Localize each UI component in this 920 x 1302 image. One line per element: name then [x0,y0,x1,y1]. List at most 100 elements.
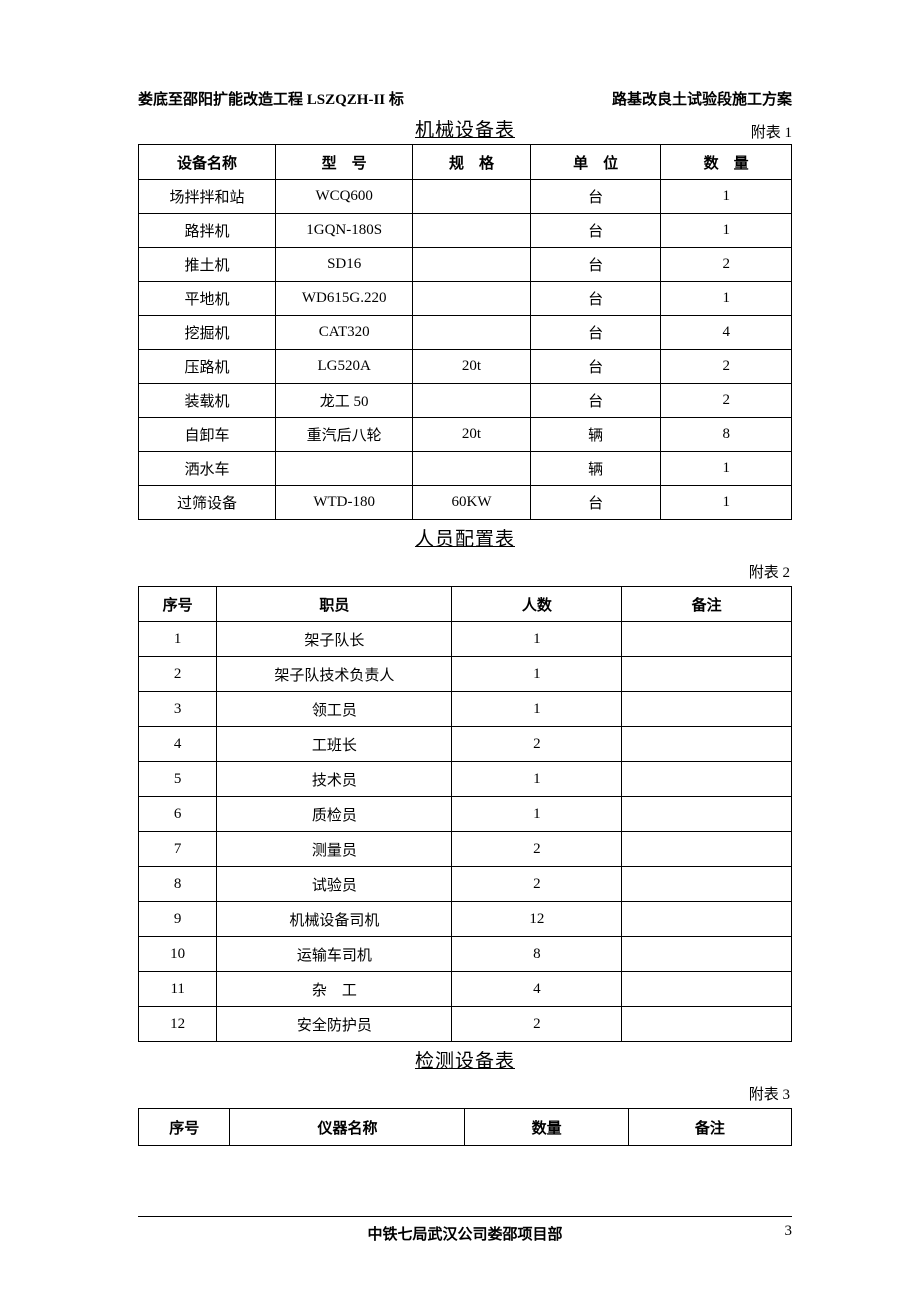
col-header: 序号 [139,587,217,622]
table-cell: 挖掘机 [139,316,276,350]
table2-title: 人员配置表 [415,524,515,551]
page: 娄底至邵阳扩能改造工程 LSZQZH-II 标 路基改良土试验段施工方案 机械设… [0,0,920,1302]
table-cell: 12 [139,1007,217,1042]
table-row: 平地机WD615G.220台1 [139,282,792,316]
table-cell: 台 [530,282,661,316]
table-cell: 20t [413,418,531,452]
col-header: 备注 [622,587,792,622]
header-left: 娄底至邵阳扩能改造工程 LSZQZH-II 标 [138,88,404,109]
table-cell: 1 [452,622,622,657]
table-cell: 架子队技术负责人 [217,657,452,692]
table-row: 11杂 工4 [139,972,792,1007]
table-cell: 12 [452,902,622,937]
table-cell: 1 [452,657,622,692]
table-cell: 20t [413,350,531,384]
col-header: 规 格 [413,145,531,180]
table-cell [622,867,792,902]
table-cell: 台 [530,214,661,248]
table-cell: 安全防护员 [217,1007,452,1042]
table-cell: 辆 [530,418,661,452]
table1-title-row: 机械设备表 附表 1 [138,115,792,142]
table-cell: 5 [139,762,217,797]
table-cell: LG520A [276,350,413,384]
table-cell: 工班长 [217,727,452,762]
table-cell [413,282,531,316]
table2-attach-label: 附表 2 [138,561,790,582]
table-header-row: 序号 仪器名称 数量 备注 [139,1109,792,1146]
table-cell: 1 [452,797,622,832]
table-row: 10运输车司机8 [139,937,792,972]
table-cell: 试验员 [217,867,452,902]
table-cell: 质检员 [217,797,452,832]
table-cell: WD615G.220 [276,282,413,316]
table-cell [622,797,792,832]
table-cell: WTD-180 [276,486,413,520]
table-cell: 1 [661,214,792,248]
table-cell [413,214,531,248]
table-cell: 台 [530,384,661,418]
table-cell: 2 [452,727,622,762]
table2-title-row: 人员配置表 [138,524,792,551]
table-cell: 4 [452,972,622,1007]
table-cell: 1GQN-180S [276,214,413,248]
table1-attach-label: 附表 1 [751,121,792,142]
table-cell: 台 [530,248,661,282]
table-cell: 8 [452,937,622,972]
col-header: 备注 [628,1109,791,1146]
personnel-table: 序号 职员 人数 备注 1架子队长12架子队技术负责人13领工员14工班长25技… [138,586,792,1042]
table-row: 场拌拌和站WCQ600台1 [139,180,792,214]
table-cell: 4 [139,727,217,762]
table-row: 路拌机1GQN-180S 台1 [139,214,792,248]
table-cell [413,248,531,282]
table-cell: 10 [139,937,217,972]
table-cell [622,832,792,867]
table-row: 2架子队技术负责人1 [139,657,792,692]
table-cell: 2 [661,350,792,384]
table-cell [622,692,792,727]
table-cell: 2 [661,384,792,418]
col-header: 设备名称 [139,145,276,180]
col-header: 单 位 [530,145,661,180]
inspection-table-head: 序号 仪器名称 数量 备注 [139,1109,792,1146]
table-cell: 台 [530,350,661,384]
table-cell [622,902,792,937]
table-cell: 推土机 [139,248,276,282]
table-cell: 1 [139,622,217,657]
table-cell: 场拌拌和站 [139,180,276,214]
table-row: 挖掘机CAT320台4 [139,316,792,350]
col-header: 数 量 [661,145,792,180]
table-cell [622,762,792,797]
equipment-table-head: 设备名称 型 号 规 格 单 位 数 量 [139,145,792,180]
table-cell [622,972,792,1007]
col-header: 人数 [452,587,622,622]
table-cell [622,657,792,692]
table-row: 装载机龙工 50台2 [139,384,792,418]
table-cell: 2 [452,832,622,867]
inspection-table: 序号 仪器名称 数量 备注 [138,1108,792,1146]
table-cell: 2 [452,867,622,902]
col-header: 型 号 [276,145,413,180]
table-cell: 架子队长 [217,622,452,657]
table-cell: 11 [139,972,217,1007]
table-cell [622,622,792,657]
footer-org: 中铁七局武汉公司娄邵项目部 [178,1223,752,1244]
table-cell: 台 [530,316,661,350]
table-row: 压路机LG520A20t台2 [139,350,792,384]
table-cell: 2 [661,248,792,282]
table-cell: 过筛设备 [139,486,276,520]
table-cell: 测量员 [217,832,452,867]
table-cell: 1 [661,180,792,214]
header-right: 路基改良土试验段施工方案 [612,88,792,109]
personnel-table-body: 1架子队长12架子队技术负责人13领工员14工班长25技术员16质检员17测量员… [139,622,792,1042]
table-cell: 4 [661,316,792,350]
table-cell [413,316,531,350]
table-row: 8试验员2 [139,867,792,902]
table-cell: 自卸车 [139,418,276,452]
page-footer: 中铁七局武汉公司娄邵项目部 3 [138,1216,792,1244]
table-cell: 9 [139,902,217,937]
table-row: 过筛设备WTD-18060KW台1 [139,486,792,520]
table-cell: 路拌机 [139,214,276,248]
table-cell: 1 [661,486,792,520]
table-header-row: 设备名称 型 号 规 格 单 位 数 量 [139,145,792,180]
table-cell: 60KW [413,486,531,520]
